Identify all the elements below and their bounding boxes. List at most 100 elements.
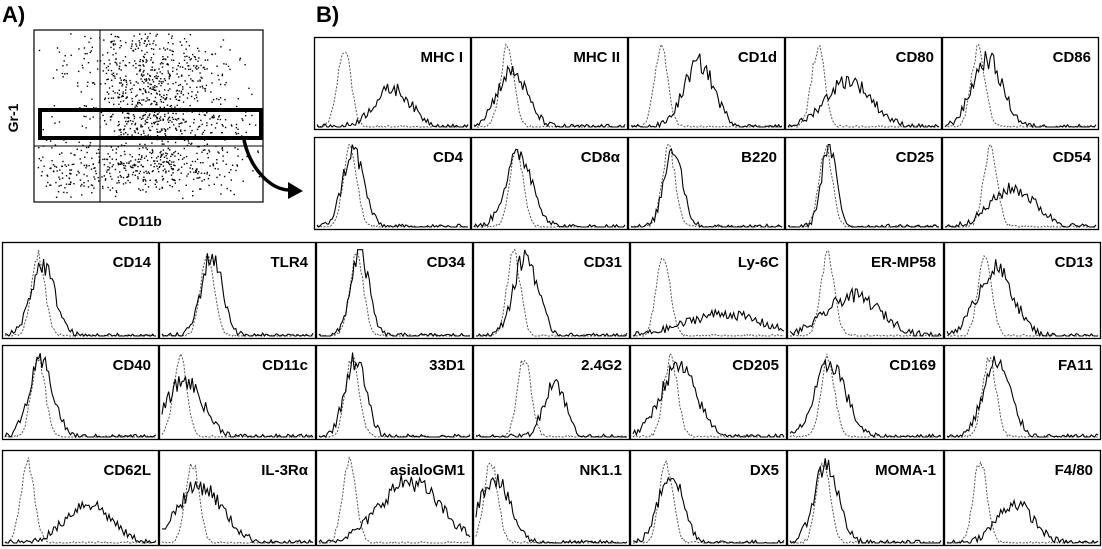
scatter-dot [213,183,215,185]
scatter-dot [86,85,89,87]
scatter-dot [136,128,139,131]
scatter-dot [171,59,173,61]
scatter-dot [188,56,190,59]
scatter-dot [190,132,192,134]
scatter-dot [174,118,177,120]
scatter-dot [178,84,180,87]
scatter-dot [114,77,116,79]
scatter-dot [184,68,187,70]
scatter-dot [127,173,130,176]
scatter-dot [196,128,199,131]
scatter-dot [142,180,144,182]
scatter-dot [160,163,162,166]
scatter-dot [125,65,127,67]
histogram-marker-label: IL-3Rα [261,462,309,479]
scatter-dot [182,197,184,200]
scatter-dot [115,152,117,154]
scatter-dot [166,157,168,160]
scatter-dot [151,142,153,144]
isotype-control-curve [316,51,469,128]
scatter-dot [139,33,141,35]
scatter-dot [119,107,122,109]
scatter-dot [141,155,143,157]
scatter-dot [73,163,75,165]
scatter-dot [187,173,189,175]
scatter-dot [188,45,190,47]
scatter-dot [217,118,219,120]
scatter-dot [129,153,131,156]
scatter-dot [170,167,173,170]
scatter-dot [69,172,71,175]
scatter-dot [161,128,163,130]
scatter-dot [208,174,211,177]
scatter-dot [193,171,195,174]
scatter-dot [151,102,153,105]
scatter-dot [162,161,164,163]
scatter-dot [71,163,73,166]
scatter-dot [201,151,203,153]
scatter-dot [235,131,237,134]
marker-stain-curve [161,376,314,438]
scatter-dot [118,103,120,105]
scatter-dot [203,178,205,181]
scatter-dot [144,33,146,35]
scatter-dot [143,157,146,159]
scatter-dot [244,64,246,66]
scatter-dot [209,165,211,167]
scatter-dot [79,158,81,160]
histogram-frame [158,344,317,441]
scatter-dot [151,122,153,125]
scatter-dot [118,89,120,91]
scatter-dot [211,82,213,84]
scatter-dot [139,59,142,61]
scatter-dot [51,147,53,149]
scatter-dot [167,56,169,58]
scatter-dot [161,187,164,189]
scatter-dot [165,170,167,172]
scatter-dot [164,130,167,132]
scatter-dot [160,153,163,156]
scatter-dot [106,91,108,93]
scatter-dot [107,69,110,71]
scatter-dot [135,67,137,69]
scatter-dot [131,40,134,42]
scatter-dot [224,126,227,129]
histogram-frame [158,449,317,547]
scatter-dot [140,124,142,126]
scatter-dot [129,127,132,130]
scatter-dot [214,127,217,129]
scatter-dot [112,54,114,56]
scatter-dot [134,159,137,161]
scatter-dot [102,70,104,72]
scatter-dot [140,126,142,128]
marker-stain-curve [787,75,940,129]
scatter-dot [164,129,167,131]
scatter-dot [58,121,61,123]
scatter-dot [237,148,239,150]
scatter-dot [61,172,64,174]
scatter-dot [166,153,168,155]
histogram-frame [470,36,629,131]
scatter-dot [149,32,151,35]
scatter-dot [168,33,170,35]
scatter-dot [156,123,159,126]
scatter-dot [190,164,192,166]
scatter-dot [137,82,139,84]
scatter-dot [131,87,133,90]
scatter-dot [143,176,145,178]
histogram-frame [943,344,1102,441]
scatter-dot [102,185,104,188]
scatter-dot [155,115,157,117]
scatter-dot [199,188,201,190]
scatter-dot [102,114,104,117]
marker-stain-curve [473,148,626,228]
scatter-dot [141,80,144,83]
scatter-dot [129,79,131,82]
scatter-dot [153,166,155,168]
scatter-dot [148,172,151,175]
scatter-dot [190,95,193,98]
scatter-dot [183,119,185,121]
scatter-dot [54,144,57,146]
scatter-dot [118,121,120,123]
scatter-dot [204,114,206,116]
